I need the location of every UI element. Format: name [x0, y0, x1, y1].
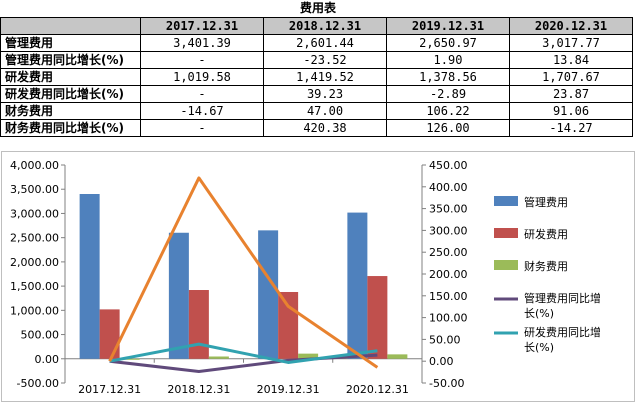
table-row: 管理费用 3,401.39 2,601.44 2,650.97 3,017.77 [0, 34, 633, 52]
table-cell[interactable]: 2,650.97 [386, 34, 510, 52]
table-cell[interactable]: 1.90 [386, 51, 510, 69]
y-left-tick-label: 3,500.00 [10, 183, 59, 196]
y-right-tick-label: 50.00 [429, 333, 461, 346]
legend-swatch [494, 228, 518, 238]
y-left-tick-label: -500.00 [17, 377, 59, 390]
table-cell[interactable]: 2,601.44 [263, 34, 387, 52]
row-label[interactable]: 研发费用 [0, 68, 141, 86]
column-header[interactable]: 2018.12.31 [263, 17, 387, 35]
bar [387, 354, 408, 359]
y-left-tick-label: 0.00 [35, 353, 60, 366]
table-cell[interactable]: 106.22 [386, 102, 510, 120]
bar [278, 291, 299, 359]
table-cell[interactable]: 420.38 [263, 119, 387, 137]
chart-canvas: -500.00 0.00 500.00 1,000.00 1,500.00 2,000.0… [10, 159, 601, 396]
table-cell[interactable]: 1,707.67 [509, 68, 633, 86]
y-right-tick-label: 450.00 [429, 159, 468, 172]
y-left-tick-label: 2,500.00 [10, 232, 59, 245]
y-right-tick-label: 200.00 [429, 268, 468, 281]
y-left-tick-label: 500.00 [21, 329, 60, 342]
bar [99, 309, 120, 359]
bar [347, 212, 368, 359]
table-corner-cell [0, 17, 141, 35]
table-row: 财务费用 -14.67 47.00 106.22 91.06 [0, 102, 633, 120]
table-cell[interactable]: 13.84 [509, 51, 633, 69]
series-line [109, 353, 378, 373]
table-cell[interactable]: -23.52 [263, 51, 387, 69]
x-tick-label: 2018.12.31 [167, 383, 230, 396]
bar [188, 290, 209, 359]
row-label[interactable]: 研发费用同比增长(%) [0, 85, 141, 103]
column-header[interactable]: 2020.12.31 [509, 17, 633, 35]
y-left-tick-label: 1,000.00 [10, 304, 59, 317]
row-label[interactable]: 管理费用 [0, 34, 141, 52]
y-right-tick-label: 100.00 [429, 312, 468, 325]
y-right-tick-label: 150.00 [429, 290, 468, 303]
legend-label: 长(%) [524, 307, 554, 320]
bar [367, 276, 388, 359]
series-line [108, 176, 379, 369]
legend-label: 研发费用 [524, 227, 568, 241]
table-title: 费用表 [299, 1, 336, 15]
y-right-tick-label: -50.00 [429, 377, 464, 390]
table-cell[interactable]: 47.00 [263, 102, 387, 120]
bar [298, 353, 319, 359]
legend-label: 财务费用 [524, 259, 568, 273]
expense-chart[interactable]: -500.00 0.00 500.00 1,000.00 1,500.00 2,000.0… [1, 151, 635, 402]
y-right-tick-label: 400.00 [429, 181, 468, 194]
legend-label: 长(%) [524, 341, 554, 354]
table-row: 研发费用同比增长(%) - 39.23 -2.89 23.87 [0, 85, 633, 103]
y-left-tick-label: 2,000.00 [10, 256, 59, 269]
y-left-tick-label: 4,000.00 [10, 159, 59, 172]
table-row: 财务费用同比增长(%) - 420.38 126.00 -14.27 [0, 119, 633, 137]
table-cell[interactable]: -2.89 [386, 85, 510, 103]
row-label[interactable]: 财务费用 [0, 102, 141, 120]
y-right-tick-label: 0.00 [429, 355, 454, 368]
legend-swatch [494, 196, 518, 206]
table-cell[interactable]: 23.87 [509, 85, 633, 103]
table-cell[interactable]: 3,017.77 [509, 34, 633, 52]
table-cell[interactable]: - [140, 119, 264, 137]
table-cell[interactable]: 91.06 [509, 102, 633, 120]
table-row: 研发费用 1,019.58 1,419.52 1,378.56 1,707.67 [0, 68, 633, 86]
x-tick-label: 2020.12.31 [346, 383, 409, 396]
legend-label: 管理费用同比增 [524, 291, 601, 305]
table-cell[interactable]: -14.67 [140, 102, 264, 120]
legend-swatch [494, 260, 518, 270]
column-header[interactable]: 2019.12.31 [386, 17, 510, 35]
table-row: 管理费用同比增长(%) - -23.52 1.90 13.84 [0, 51, 633, 69]
row-label[interactable]: 管理费用同比增长(%) [0, 51, 141, 69]
bar [258, 230, 279, 359]
row-label[interactable]: 财务费用同比增长(%) [0, 119, 141, 137]
legend-label: 研发费用同比增 [524, 325, 601, 339]
bar [119, 358, 140, 360]
table-cell[interactable]: -14.27 [509, 119, 633, 137]
table-cell[interactable]: 1,419.52 [263, 68, 387, 86]
bar [79, 193, 100, 359]
y-right-tick-label: 350.00 [429, 203, 468, 216]
y-left-tick-label: 1,500.00 [10, 280, 59, 293]
table-cell[interactable]: 1,378.56 [386, 68, 510, 86]
table-cell[interactable]: - [140, 85, 264, 103]
legend-label: 管理费用 [524, 195, 568, 209]
y-right-tick-label: 300.00 [429, 224, 468, 237]
table-cell[interactable]: - [140, 51, 264, 69]
table-cell[interactable]: 126.00 [386, 119, 510, 137]
table-header-row: 2017.12.31 2018.12.31 2019.12.31 2020.12… [0, 17, 633, 35]
x-tick-label: 2019.12.31 [257, 383, 320, 396]
y-left-tick-label: 3,000.00 [10, 207, 59, 220]
table-cell[interactable]: 39.23 [263, 85, 387, 103]
y-right-tick-label: 250.00 [429, 246, 468, 259]
table-cell[interactable]: 1,019.58 [140, 68, 264, 86]
table-cell[interactable]: 3,401.39 [140, 34, 264, 52]
bar [168, 232, 189, 359]
bar [208, 356, 229, 359]
column-header[interactable]: 2017.12.31 [140, 17, 264, 35]
expense-table: 2017.12.31 2018.12.31 2019.12.31 2020.12… [0, 17, 633, 137]
series-line [109, 342, 378, 364]
x-tick-label: 2017.12.31 [78, 383, 141, 396]
